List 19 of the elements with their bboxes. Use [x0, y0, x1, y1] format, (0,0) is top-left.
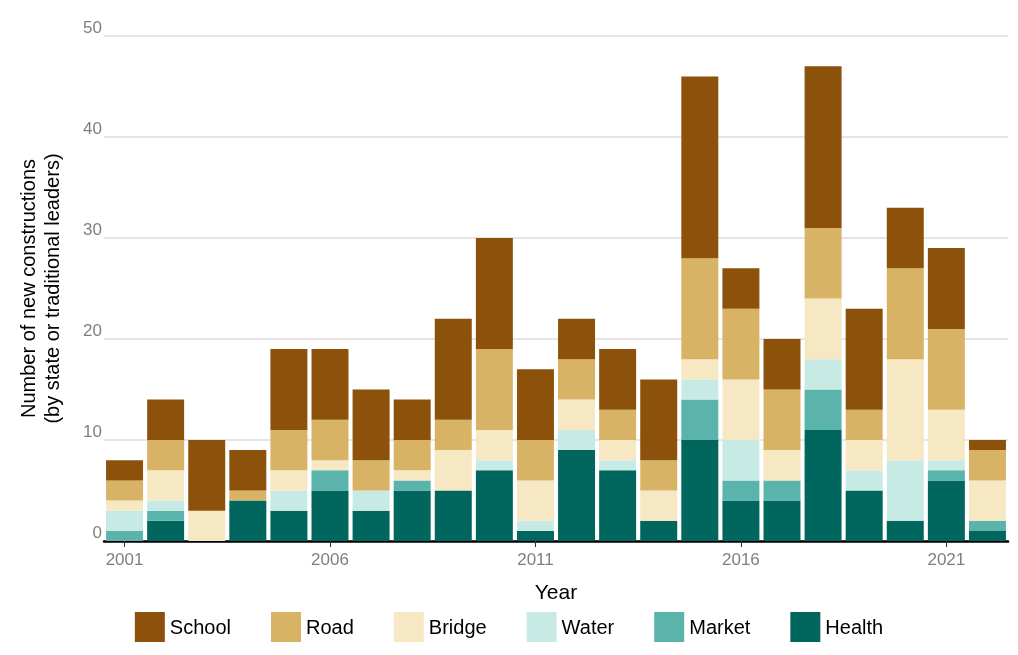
- legend-label: Road: [306, 616, 354, 638]
- y-tick-label: 30: [83, 220, 102, 239]
- y-tick-label: 50: [83, 18, 102, 37]
- x-axis-title: Year: [534, 580, 578, 603]
- x-tick-label: 2011: [517, 550, 554, 569]
- x-tick-label: 2021: [927, 550, 966, 569]
- legend-label: Market: [689, 616, 751, 638]
- legend-label: School: [169, 616, 231, 638]
- y-tick-label: 40: [83, 119, 102, 138]
- legend-label: Bridge: [428, 616, 487, 638]
- y-tick-label: 10: [83, 422, 102, 441]
- y-axis-title: Number of new constructions (by state or traditional leaders): [17, 153, 63, 424]
- x-tick-label: 2001: [105, 550, 144, 569]
- y-tick-label: 0: [92, 523, 102, 542]
- legend-label: Water: [561, 616, 615, 638]
- x-tick-label: 2016: [722, 550, 760, 569]
- legend-label: Health: [825, 616, 884, 638]
- x-tick-label: 2006: [311, 550, 349, 569]
- y-tick-label: 20: [83, 321, 102, 340]
